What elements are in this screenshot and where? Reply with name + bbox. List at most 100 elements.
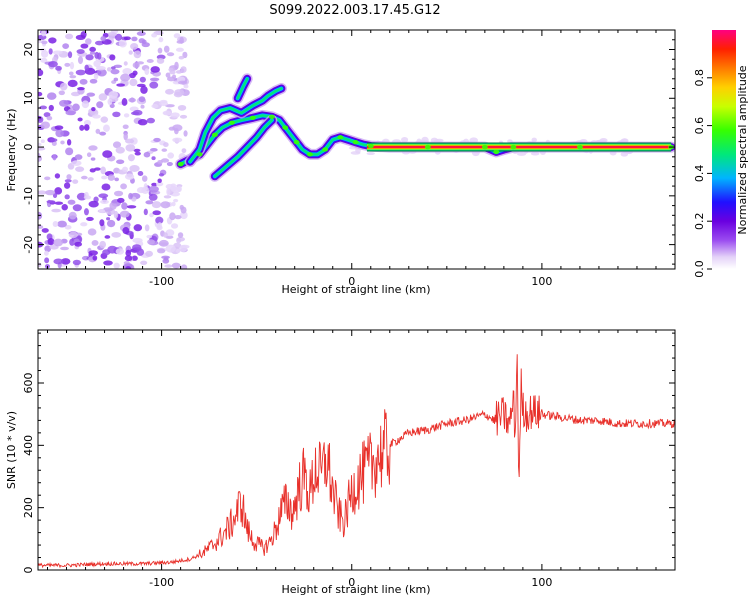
noise-speckle — [125, 249, 132, 257]
noise-speckle — [131, 111, 140, 116]
noise-speckle — [58, 99, 69, 107]
noise-speckle — [160, 158, 170, 163]
noise-speckle — [67, 199, 76, 205]
noise-speckle — [108, 90, 119, 99]
noise-speckle — [128, 192, 133, 200]
noise-speckle — [158, 239, 169, 247]
noise-speckle — [99, 219, 105, 227]
colorbar: 0.0 0.2 0.4 0.6 0.8 Normalized spectral ampl… — [693, 30, 749, 278]
snr-series-line — [38, 354, 675, 569]
noise-speckle — [88, 250, 98, 256]
spec-y-tick-label: 10 — [22, 91, 35, 105]
spec-y-tick-label: -10 — [22, 187, 35, 205]
ridge-peak — [211, 132, 218, 138]
noise-speckle — [166, 187, 171, 196]
noise-speckle — [95, 128, 101, 134]
noise-speckle — [174, 61, 179, 70]
noise-speckle — [90, 157, 96, 161]
noise-speckle — [75, 69, 86, 76]
noise-speckle — [179, 211, 188, 220]
noise-speckle — [173, 198, 179, 203]
noise-speckle — [113, 190, 124, 197]
noise-speckle — [144, 224, 150, 232]
ridge-peak — [510, 144, 517, 150]
noise-speckle — [129, 165, 140, 172]
colorbar-tick-label: 0.0 — [693, 260, 706, 278]
noise-speckle — [83, 124, 90, 131]
noise-speckle — [54, 187, 63, 195]
noise-speckle — [172, 137, 183, 143]
noise-speckle — [401, 136, 409, 143]
noise-speckle — [40, 121, 50, 129]
noise-speckle — [182, 51, 188, 59]
noise-speckle — [133, 224, 143, 232]
noise-speckle — [113, 210, 119, 219]
noise-speckle — [55, 129, 64, 138]
noise-speckle — [531, 137, 537, 143]
noise-speckle — [89, 46, 96, 53]
noise-speckle — [132, 244, 142, 251]
noise-speckle — [167, 76, 176, 82]
noise-speckle — [165, 88, 174, 95]
noise-speckle — [121, 202, 128, 210]
noise-speckle — [104, 235, 111, 239]
noise-speckle — [50, 138, 58, 142]
noise-speckle — [106, 217, 111, 221]
noise-speckle — [110, 66, 116, 70]
noise-speckle — [88, 145, 98, 151]
ridge-peak — [576, 144, 583, 150]
noise-speckle — [48, 104, 54, 112]
noise-speckle — [46, 116, 53, 121]
noise-speckle — [57, 220, 67, 228]
noise-speckle — [74, 154, 83, 160]
noise-speckle — [156, 57, 165, 64]
ridge-peak — [282, 125, 289, 130]
noise-speckle — [39, 105, 47, 110]
noise-speckle — [174, 215, 182, 220]
ridge-peak — [367, 143, 374, 149]
noise-speckle — [52, 220, 59, 228]
noise-speckle — [112, 111, 121, 118]
noise-speckle — [153, 137, 161, 142]
noise-speckle — [157, 47, 163, 54]
noise-speckle — [140, 260, 148, 266]
noise-speckle — [61, 204, 68, 211]
noise-speckle — [38, 190, 47, 195]
noise-speckle — [183, 84, 189, 89]
noise-speckle — [140, 104, 145, 109]
noise-speckle — [155, 181, 164, 187]
noise-speckle — [161, 148, 168, 152]
noise-speckle — [128, 72, 136, 79]
ridge-peak — [177, 161, 184, 167]
noise-speckle — [170, 112, 180, 118]
noise-speckle — [53, 238, 64, 247]
ridge-peak — [293, 139, 300, 145]
noise-speckle — [66, 139, 72, 146]
noise-speckle — [62, 43, 70, 50]
noise-speckle — [110, 69, 120, 75]
ridge-peak — [196, 152, 203, 157]
chart-title: S099.2022.003.17.45.G12 — [269, 3, 440, 18]
snr-y-tick-label: 0 — [22, 567, 35, 574]
noise-speckle — [46, 200, 56, 204]
noise-speckle — [66, 174, 72, 180]
noise-speckle — [72, 103, 80, 111]
noise-speckle — [72, 259, 81, 266]
noise-speckle — [48, 60, 58, 68]
noise-speckle — [123, 61, 128, 66]
noise-speckle — [100, 116, 109, 123]
noise-speckle — [85, 54, 94, 61]
noise-speckle — [146, 117, 155, 124]
colorbar-tick-label: 0.4 — [693, 165, 706, 183]
noise-speckle — [109, 201, 117, 210]
noise-speckle — [144, 68, 150, 76]
noise-speckle — [122, 67, 132, 75]
noise-speckle — [40, 50, 49, 58]
noise-speckle — [114, 33, 123, 41]
noise-speckle — [366, 152, 375, 156]
noise-speckle — [125, 144, 136, 152]
noise-speckle — [38, 142, 42, 147]
noise-speckle — [111, 200, 118, 204]
noise-speckle — [176, 76, 186, 82]
noise-speckle — [141, 175, 148, 182]
